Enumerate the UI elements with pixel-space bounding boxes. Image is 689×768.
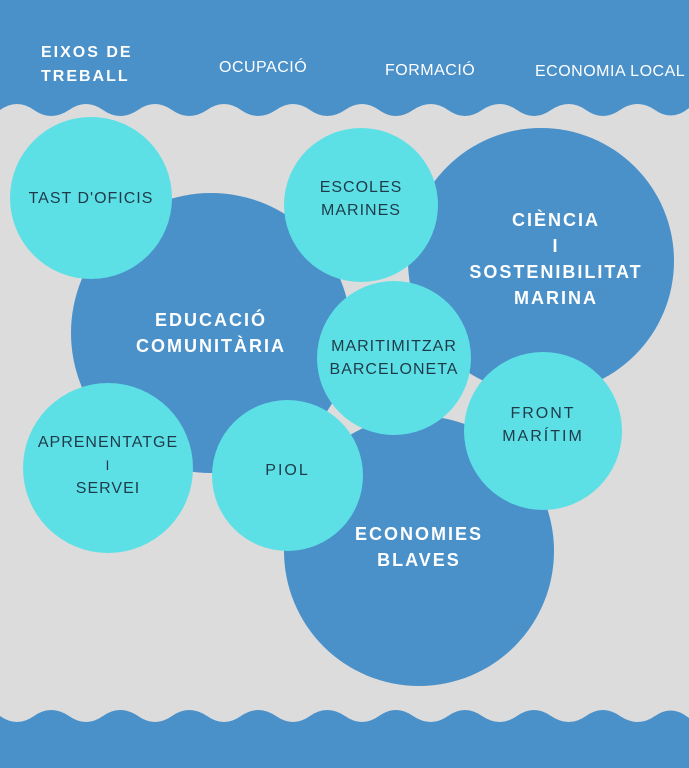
- label-line: ECONOMIES: [354, 524, 483, 544]
- header-title: EIXOS DE TREBALL: [41, 41, 133, 89]
- label-line: CIÈNCIA: [511, 210, 600, 230]
- label-line: COMUNITÀRIA: [136, 336, 286, 356]
- label-line: SOSTENIBILITAT: [469, 262, 643, 282]
- header-axis-formacio: FORMACIÓ: [385, 62, 476, 79]
- label-line: ESCOLES: [319, 179, 403, 196]
- label-line: MARÍTIM: [502, 428, 584, 445]
- label-line: MARITIMITZAR: [331, 338, 457, 355]
- label-line: TAST D'OFICIS: [28, 189, 154, 207]
- circle-piol: PIOL: [212, 400, 363, 551]
- circle-maritimitzar-text: MARITIMITZAR BARCELONETA: [330, 335, 459, 381]
- label-line: I: [105, 456, 111, 473]
- circle-aprenentatge-servei: APRENENTATGE I SERVEI: [23, 383, 193, 553]
- circle-economies-text: ECONOMIES BLAVES: [355, 521, 483, 573]
- header-axis-economia-local: ECONOMIA LOCAL: [535, 63, 686, 80]
- top-wave: [0, 0, 689, 116]
- label-line: APRENENTATGE: [37, 433, 179, 451]
- circle-front-maritim: FRONT MARÍTIM: [464, 352, 622, 510]
- circle-educacio-comunitaria-text: EDUCACIÓ COMUNITÀRIA: [136, 307, 286, 359]
- label-line: BLAVES: [377, 550, 461, 570]
- label-line: SERVEI: [75, 479, 141, 497]
- header-axis-ocupacio: OCUPACIÓ: [219, 59, 308, 76]
- circle-tast-oficis: TAST D'OFICIS: [10, 117, 172, 279]
- label-line: I: [552, 236, 560, 256]
- label-line: BARCELONETA: [329, 361, 459, 378]
- label-line: PIOL: [265, 462, 310, 479]
- circle-escoles-text: ESCOLES MARINES: [320, 176, 403, 222]
- label-line: MARINA: [513, 288, 598, 308]
- label-line: FRONT: [510, 405, 576, 422]
- circle-maritimitzar-barceloneta: MARITIMITZAR BARCELONETA: [317, 281, 471, 435]
- label-line: MARINES: [321, 202, 401, 219]
- circle-aprenentatge-text: APRENENTATGE I SERVEI: [38, 431, 178, 500]
- header-title-line2: TREBALL: [41, 68, 130, 85]
- bottom-wave: [0, 710, 689, 768]
- label-line: EDUCACIÓ: [154, 310, 267, 330]
- circle-ciencia-sostenibilitat-marina: CIÈNCIA I SOSTENIBILITAT MARINA: [408, 128, 674, 394]
- circle-front-text: FRONT MARÍTIM: [502, 402, 584, 448]
- circle-escoles-marines: ESCOLES MARINES: [284, 128, 438, 282]
- header-title-line1: EIXOS DE: [41, 44, 133, 61]
- circle-ciencia-text: CIÈNCIA I SOSTENIBILITAT MARINA: [469, 207, 642, 311]
